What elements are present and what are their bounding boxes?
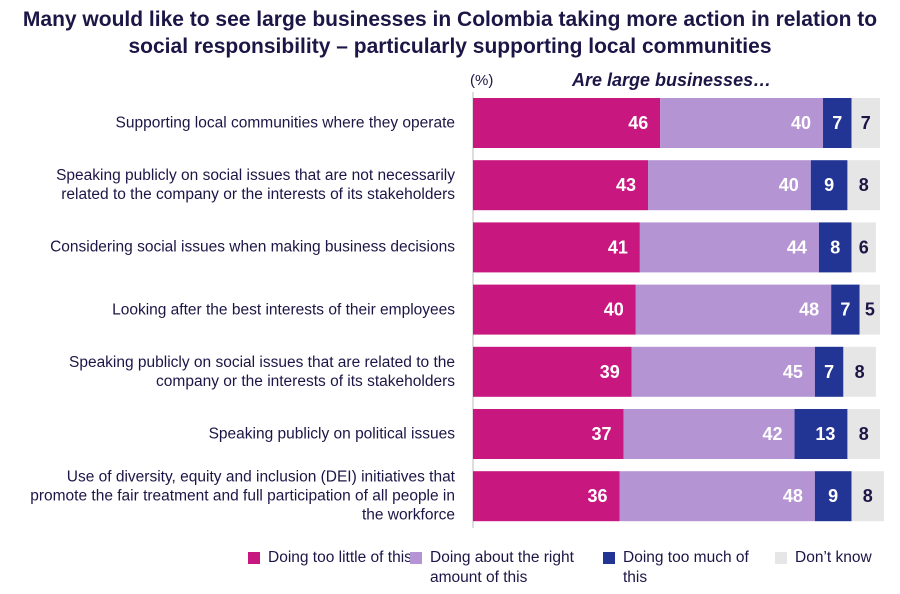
bar-segment (639, 222, 819, 273)
legend-label: Doing about the right amount of this (430, 549, 574, 586)
data-label: 46 (628, 113, 648, 133)
bar-segment (473, 222, 640, 273)
data-label: 48 (799, 300, 819, 320)
category-label: Speaking publicly on political issues (208, 425, 455, 443)
bar-segment (473, 471, 620, 522)
bar-segment (847, 409, 880, 459)
legend-label: Doing too much of this (623, 549, 749, 586)
data-label: 40 (791, 113, 811, 133)
legend-swatch (775, 552, 787, 564)
bar-segment (831, 284, 860, 335)
bar-segment (823, 98, 852, 148)
data-label: 43 (616, 175, 636, 195)
bar-segment (473, 409, 624, 459)
data-label: 48 (783, 486, 803, 506)
data-label: 7 (832, 113, 842, 133)
data-label: 5 (865, 300, 875, 320)
bar-segment (814, 346, 844, 397)
data-label: 7 (861, 113, 871, 133)
bar-segment (648, 160, 811, 211)
bar-segment (473, 346, 632, 397)
category-label: Supporting local communities where they … (115, 114, 455, 132)
bar-segment (851, 222, 876, 273)
bar-segment (660, 98, 824, 148)
legend-item: Don’t know (775, 548, 872, 568)
legend-swatch (410, 552, 422, 564)
category-label: Considering social issues when making bu… (50, 238, 455, 256)
category-label: Speaking publicly on social issues that … (68, 353, 455, 390)
data-label: 39 (600, 362, 620, 382)
bar-segment (631, 346, 815, 397)
bar-segment (810, 160, 848, 211)
chart-title: Many would like to see large businesses … (22, 8, 878, 58)
data-label: 8 (855, 362, 865, 382)
data-label: 7 (824, 362, 834, 382)
data-label: 40 (604, 300, 624, 320)
legend-label: Doing too little of this (268, 549, 412, 566)
bar-segment (818, 222, 852, 273)
category-label: Looking after the best interests of thei… (112, 301, 455, 319)
data-label: 37 (592, 424, 612, 444)
data-label: 8 (830, 237, 840, 257)
data-label: 9 (828, 486, 838, 506)
data-label: 44 (787, 237, 807, 257)
bar-segment (843, 346, 876, 397)
unit-label: (%) (470, 72, 494, 89)
data-label: 13 (815, 424, 835, 444)
bar-segment (851, 471, 885, 522)
data-label: 8 (859, 424, 869, 444)
data-label: 7 (840, 300, 850, 320)
legend-item: Doing too little of this (248, 548, 412, 568)
bar-segment (859, 284, 880, 335)
bar-segment (794, 409, 848, 459)
legend-swatch (603, 552, 615, 564)
data-label: 8 (863, 486, 873, 506)
data-label: 36 (587, 486, 607, 506)
chart-subtitle: Are large businesses… (572, 70, 772, 90)
legend-swatch (248, 552, 260, 564)
bar-segment (619, 471, 815, 522)
legend-item: Doing too much of this (603, 548, 768, 588)
data-label: 42 (762, 424, 782, 444)
bar-segment (847, 160, 880, 211)
bar-segment (635, 284, 832, 335)
category-label: Use of diversity, equity and inclusion (… (30, 468, 455, 524)
bar-segment (473, 284, 636, 335)
data-label: 45 (783, 362, 803, 382)
bar-segment (814, 471, 852, 522)
bar-segment (623, 409, 795, 459)
category-label: Speaking publicly on social issues that … (56, 167, 455, 204)
data-label: 8 (859, 175, 869, 195)
bar-segment (473, 160, 649, 211)
data-label: 6 (859, 237, 869, 257)
bar-segment (851, 98, 880, 148)
legend-label: Don’t know (795, 549, 872, 566)
data-label: 41 (608, 237, 628, 257)
data-label: 9 (824, 175, 834, 195)
bar-segment (473, 98, 661, 148)
data-label: 40 (779, 175, 799, 195)
legend-item: Doing about the right amount of this (410, 548, 605, 588)
